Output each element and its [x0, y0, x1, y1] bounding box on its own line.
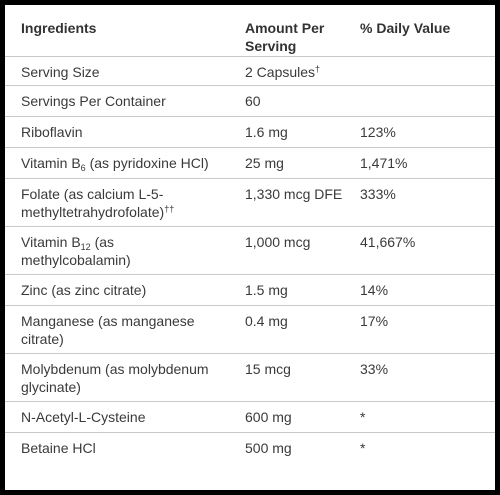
ingredient-name: Vitamin B12 (as methylcobalamin) — [5, 226, 241, 275]
ingredient-name: Vitamin B6 (as pyridoxine HCl) — [5, 147, 241, 179]
table-row: Molybdenum (as molybdenum glycinate) 15 m… — [5, 353, 495, 402]
ingredient-name: Molybdenum (as molybdenum glycinate) — [5, 353, 241, 402]
ingredient-daily-value: 1,471% — [354, 147, 495, 179]
dagger-footnote-mark: † — [315, 64, 321, 74]
name-line1: Folate (as calcium L-5- — [21, 186, 164, 202]
ingredient-amount: 60 — [241, 85, 354, 117]
ingredient-daily-value — [354, 85, 495, 117]
name-part: (as — [90, 234, 115, 250]
name-line2: glycinate) — [21, 379, 81, 395]
name-line2: citrate) — [21, 331, 64, 347]
ingredient-daily-value: 333% — [354, 178, 495, 227]
ingredient-daily-value: 17% — [354, 305, 495, 354]
ingredient-name: Servings Per Container — [5, 85, 241, 117]
name-part: (as pyridoxine HCl) — [85, 155, 209, 171]
name-part: Vitamin B — [21, 234, 81, 250]
header-amount-line2: Serving — [245, 38, 297, 54]
table-row: N-Acetyl-L-Cysteine 600 mg * — [5, 401, 495, 433]
table-header-row: Ingredients Amount Per Serving % Daily Va… — [5, 5, 495, 57]
amount-text: 2 Capsules — [245, 64, 316, 80]
table-row: Zinc (as zinc citrate) 1.5 mg 14% — [5, 274, 495, 306]
ingredient-daily-value: 123% — [354, 116, 495, 148]
ingredient-amount: 1,330 mcg DFE — [241, 178, 354, 227]
ingredient-amount: 2 Capsules† — [241, 56, 354, 86]
ingredient-daily-value: 41,667% — [354, 226, 495, 275]
ingredient-amount: 25 mg — [241, 147, 354, 179]
header-amount-line1: Amount Per — [245, 20, 325, 36]
table-row: Vitamin B6 (as pyridoxine HCl) 25 mg 1,4… — [5, 147, 495, 179]
ingredient-daily-value: 14% — [354, 274, 495, 306]
table-row: Serving Size 2 Capsules† — [5, 56, 495, 86]
ingredient-amount: 1,000 mcg — [241, 226, 354, 275]
name-line1: Manganese (as manganese — [21, 313, 195, 329]
header-amount-per-serving: Amount Per Serving — [241, 5, 354, 57]
ingredient-amount: 500 mg — [241, 432, 354, 463]
supplement-facts-panel: Ingredients Amount Per Serving % Daily Va… — [5, 5, 495, 490]
name-subscript: 12 — [80, 242, 91, 252]
table-row: Vitamin B12 (as methylcobalamin) 1,000 mc… — [5, 226, 495, 275]
ingredient-name: Betaine HCl — [5, 432, 241, 463]
name-line1: Molybdenum (as molybdenum — [21, 361, 209, 377]
ingredient-amount: 0.4 mg — [241, 305, 354, 354]
ingredient-name: Folate (as calcium L-5- methyltetrahydrof… — [5, 178, 241, 227]
double-dagger-footnote-mark: †† — [164, 204, 175, 214]
name-part: Vitamin B — [21, 155, 81, 171]
name-line2: methylcobalamin) — [21, 252, 131, 268]
ingredients-table: Ingredients Amount Per Serving % Daily Va… — [5, 5, 495, 463]
ingredient-amount: 600 mg — [241, 401, 354, 433]
table-row: Betaine HCl 500 mg * — [5, 432, 495, 463]
table-row: Servings Per Container 60 — [5, 85, 495, 117]
ingredient-daily-value: * — [354, 432, 495, 463]
ingredient-name: Riboflavin — [5, 116, 241, 148]
name-subscript: 6 — [80, 163, 86, 173]
table-row: Riboflavin 1.6 mg 123% — [5, 116, 495, 148]
ingredient-name: Manganese (as manganese citrate) — [5, 305, 241, 354]
ingredient-name: N-Acetyl-L-Cysteine — [5, 401, 241, 433]
table-row: Manganese (as manganese citrate) 0.4 mg 1… — [5, 305, 495, 354]
ingredient-amount: 1.6 mg — [241, 116, 354, 148]
ingredient-amount: 1.5 mg — [241, 274, 354, 306]
ingredient-name: Zinc (as zinc citrate) — [5, 274, 241, 306]
header-daily-value: % Daily Value — [360, 20, 451, 36]
ingredient-daily-value: 33% — [354, 353, 495, 402]
table-row: Folate (as calcium L-5- methyltetrahydrof… — [5, 178, 495, 227]
ingredient-amount: 15 mcg — [241, 353, 354, 402]
name-line2: methyltetrahydrofolate) — [21, 204, 165, 220]
header-ingredients: Ingredients — [21, 20, 97, 36]
ingredient-name: Serving Size — [5, 56, 241, 86]
ingredient-daily-value — [354, 56, 495, 86]
ingredient-daily-value: * — [354, 401, 495, 433]
